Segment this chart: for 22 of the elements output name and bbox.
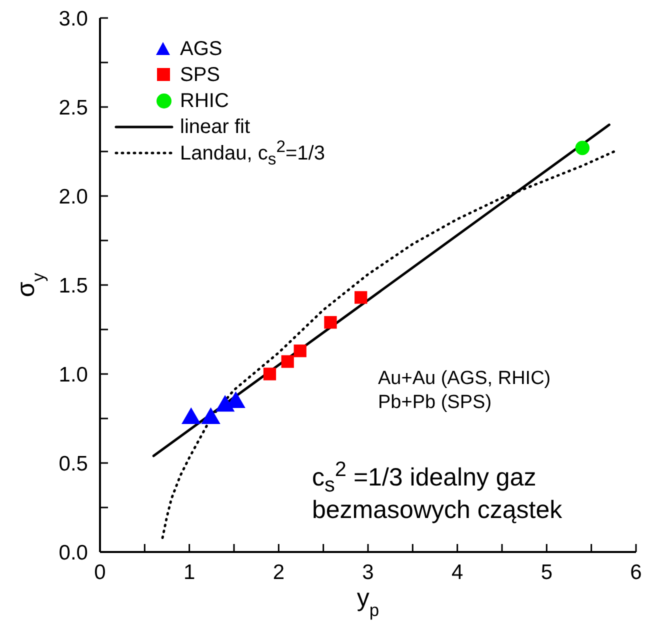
annotation: Pb+Pb (SPS)	[378, 392, 492, 414]
x-tick-label: 0	[94, 560, 106, 584]
x-tick-label: 3	[362, 560, 374, 584]
x-tick-label: 5	[540, 560, 553, 584]
y-tick-label: 1.0	[58, 363, 88, 386]
y-tick-label: 0.5	[58, 452, 88, 476]
x-tick-label: 1	[183, 560, 196, 584]
y-tick-label: 2.0	[58, 185, 88, 208]
y-tick-label: 2.5	[58, 96, 88, 120]
x-tick-label: 6	[630, 560, 642, 584]
text: 0.0	[58, 541, 88, 564]
x-tick-label: 4	[451, 560, 464, 584]
legend-label: SPS	[180, 63, 220, 88]
annotation: c$_{s}$$^{2}$ =1/3 idealny gaz	[312, 458, 536, 498]
x-tick-label: 2	[272, 560, 285, 584]
legend-label: AGS	[180, 37, 222, 62]
x-axis-title: y$_{p}$	[356, 584, 380, 620]
legend-label: RHIC	[180, 89, 229, 114]
annotation: bezmasowych cząstek	[312, 496, 562, 525]
y-tick-label: 3.0	[58, 7, 88, 30]
annotation: Au+Au (AGS, RHIC)	[378, 368, 551, 390]
y-tick-label: 1.5	[58, 274, 88, 298]
